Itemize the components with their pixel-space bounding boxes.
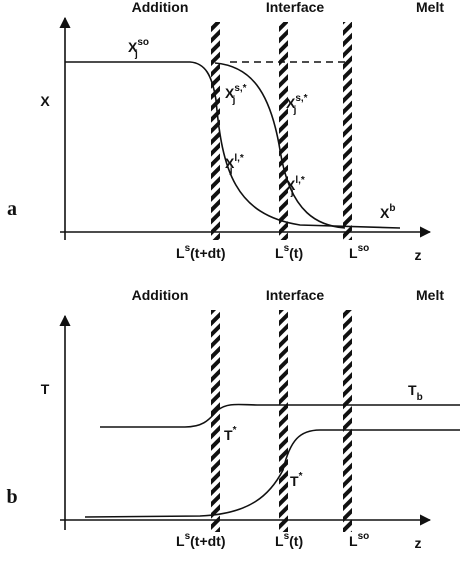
label-base: X [225,155,235,171]
label-base: T [408,382,417,398]
panel-tag: a [7,198,17,220]
label: T* [224,425,237,443]
wall-label-sup: s [185,531,191,542]
label: T* [290,471,303,489]
label-base: X [225,85,235,101]
wall-label-sup: s [284,243,290,254]
label-sup: l,* [234,153,244,164]
label: Xl,* j [225,153,244,176]
lines [59,16,460,530]
zone-label: Melt [416,287,444,303]
label-base: X [128,39,138,55]
y-label: X [40,93,50,109]
wall-label: Ls(t) [275,243,303,261]
zone-label: Addition [132,0,189,15]
wall-label: Ls(t) [275,531,303,549]
label: Xl,* j [286,175,305,198]
label-sup: b [389,203,395,214]
zone-label: Addition [132,287,189,303]
label-sub: b [417,392,423,403]
label-sup: s,* [295,93,307,104]
wall-label-rest: (t) [289,245,303,261]
label: Tb [408,382,423,403]
label-sub: j [290,187,294,198]
label-sup: * [233,425,237,436]
wall-label-base: L [176,533,185,549]
y-label: T [41,381,50,397]
zone-label: Melt [416,0,444,15]
wall-label-sup: s [185,243,191,254]
wall-label-rest: (t) [289,533,303,549]
wall-label-sup: so [358,243,370,254]
label: Xs,* j [286,93,308,116]
wall-label: Lso [349,531,369,549]
label-sub: j [229,165,233,176]
label-sub: j [293,105,297,116]
z-label: z [415,247,422,263]
wall-label-sup: s [284,531,290,542]
wall-label: Lso [349,243,369,261]
z-label: z [415,535,422,551]
zone-label: Interface [266,287,325,303]
wall-label-rest: (t+dt) [190,245,225,261]
panel-tag: b [6,486,17,508]
label: Xb [380,203,395,221]
wall-label-base: L [176,245,185,261]
label-base: X [286,177,296,193]
wall-label-base: L [275,533,284,549]
label-sup: * [299,471,303,482]
label-sub: j [232,95,236,106]
label: Xs,* j [225,83,247,106]
wall-label-rest: (t+dt) [190,533,225,549]
wall-label-base: L [349,533,358,549]
label: Xso j [128,37,149,60]
wall-label: Ls(t+dt) [176,243,226,261]
wall-label-sup: so [358,531,370,542]
walls [211,22,352,532]
label-sup: so [137,37,149,48]
wall-label: Ls(t+dt) [176,531,226,549]
label-sub: j [134,49,138,60]
label-base: X [380,205,390,221]
wall-label-base: L [349,245,358,261]
label-sup: l,* [295,175,305,186]
label-sup: s,* [234,83,246,94]
label-base: T [224,427,233,443]
label-base: T [290,473,299,489]
zone-label: Interface [266,0,325,15]
label-base: X [286,95,296,111]
wall-label-base: L [275,245,284,261]
